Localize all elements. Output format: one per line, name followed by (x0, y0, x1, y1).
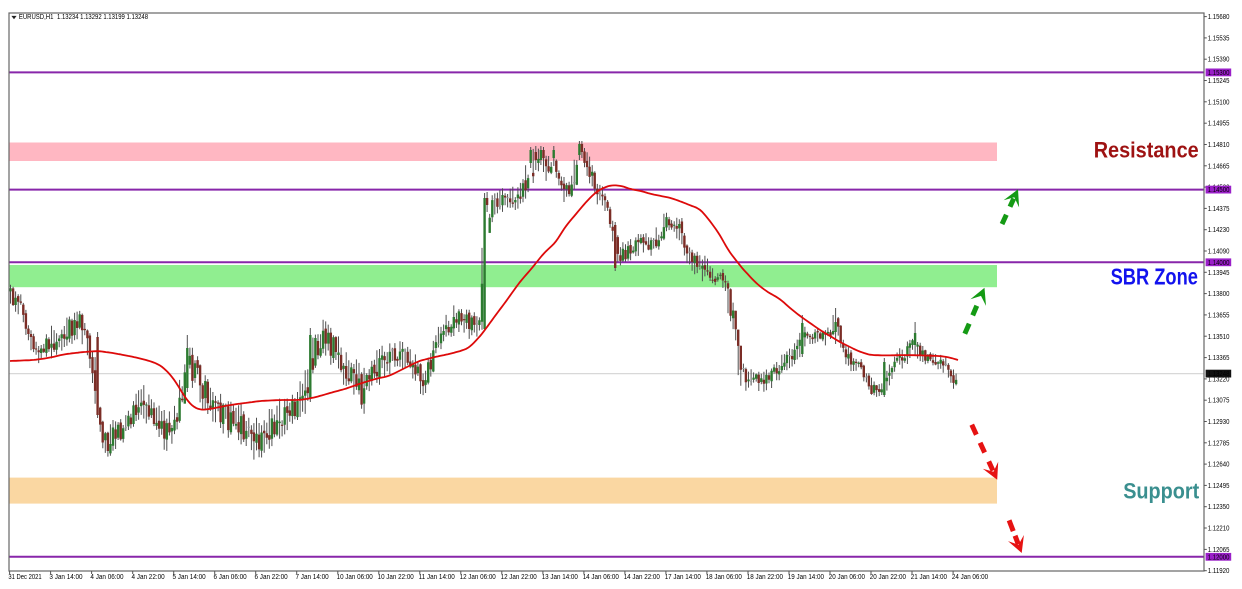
svg-text:1.14955: 1.14955 (1208, 121, 1230, 128)
svg-text:19 Jan 14:00: 19 Jan 14:00 (788, 574, 824, 581)
svg-text:31 Dec 2021: 31 Dec 2021 (8, 574, 41, 581)
svg-text:1.12785: 1.12785 (1208, 440, 1230, 447)
svg-text:14 Jan 22:00: 14 Jan 22:00 (624, 574, 660, 581)
svg-text:21 Jan 14:00: 21 Jan 14:00 (911, 574, 947, 581)
svg-text:1.13510: 1.13510 (1208, 334, 1230, 341)
svg-text:1.13234 1.13292 1.13199 1.1324: 1.13234 1.13292 1.13199 1.13248 (57, 14, 148, 21)
svg-text:13 Jan 14:00: 13 Jan 14:00 (542, 574, 578, 581)
svg-text:1.12495: 1.12495 (1208, 483, 1230, 490)
svg-text:11 Jan 14:00: 11 Jan 14:00 (419, 574, 455, 581)
svg-text:1.14375: 1.14375 (1208, 206, 1230, 213)
svg-text:4 Jan 22:00: 4 Jan 22:00 (132, 574, 165, 581)
svg-text:5 Jan 14:00: 5 Jan 14:00 (173, 574, 206, 581)
svg-text:1.14810: 1.14810 (1208, 142, 1230, 149)
svg-text:1.13248: 1.13248 (1208, 371, 1230, 378)
svg-text:18 Jan 06:00: 18 Jan 06:00 (706, 574, 742, 581)
svg-text:Support: Support (1123, 478, 1199, 503)
svg-text:1.13075: 1.13075 (1208, 398, 1230, 405)
svg-text:6 Jan 22:00: 6 Jan 22:00 (255, 574, 288, 581)
svg-text:1.15680: 1.15680 (1208, 14, 1230, 21)
svg-text:1.13655: 1.13655 (1208, 312, 1230, 319)
svg-text:7 Jan 14:00: 7 Jan 14:00 (296, 574, 329, 581)
svg-text:1.15300: 1.15300 (1208, 70, 1230, 77)
svg-text:14 Jan 06:00: 14 Jan 06:00 (583, 574, 619, 581)
svg-text:4 Jan 06:00: 4 Jan 06:00 (90, 574, 123, 581)
svg-text:1.14000: 1.14000 (1208, 260, 1230, 267)
svg-text:20 Jan 06:00: 20 Jan 06:00 (829, 574, 865, 581)
svg-text:EURUSD,H1: EURUSD,H1 (19, 14, 54, 21)
svg-text:1.12350: 1.12350 (1208, 504, 1230, 511)
svg-text:1.12210: 1.12210 (1208, 526, 1230, 533)
svg-text:1.11920: 1.11920 (1208, 568, 1230, 575)
svg-text:1.14090: 1.14090 (1208, 249, 1230, 256)
svg-text:1.12930: 1.12930 (1208, 419, 1230, 426)
svg-text:6 Jan 06:00: 6 Jan 06:00 (214, 574, 247, 581)
svg-text:20 Jan 22:00: 20 Jan 22:00 (870, 574, 906, 581)
svg-text:10 Jan 06:00: 10 Jan 06:00 (337, 574, 373, 581)
svg-text:17 Jan 14:00: 17 Jan 14:00 (665, 574, 701, 581)
svg-text:1.15390: 1.15390 (1208, 57, 1230, 64)
svg-text:1.13800: 1.13800 (1208, 291, 1230, 298)
svg-text:1.14665: 1.14665 (1208, 163, 1230, 170)
svg-text:18 Jan 22:00: 18 Jan 22:00 (747, 574, 783, 581)
svg-text:Resistance: Resistance (1094, 138, 1199, 163)
svg-text:1.13365: 1.13365 (1208, 355, 1230, 362)
svg-text:1.15535: 1.15535 (1208, 35, 1230, 42)
svg-text:1.15100: 1.15100 (1208, 99, 1230, 106)
svg-text:1.12640: 1.12640 (1208, 462, 1230, 469)
svg-text:12 Jan 06:00: 12 Jan 06:00 (460, 574, 496, 581)
svg-text:24 Jan 06:00: 24 Jan 06:00 (952, 574, 988, 581)
svg-text:12 Jan 22:00: 12 Jan 22:00 (501, 574, 537, 581)
svg-text:1.13945: 1.13945 (1208, 270, 1230, 277)
svg-text:10 Jan 22:00: 10 Jan 22:00 (378, 574, 414, 581)
svg-text:1.12000: 1.12000 (1208, 554, 1230, 561)
svg-text:1.13220: 1.13220 (1208, 376, 1230, 383)
svg-text:1.14500: 1.14500 (1208, 187, 1230, 194)
svg-text:3 Jan 14:00: 3 Jan 14:00 (49, 574, 82, 581)
svg-text:1.12065: 1.12065 (1208, 547, 1230, 554)
svg-text:1.14230: 1.14230 (1208, 227, 1230, 234)
svg-text:1.15245: 1.15245 (1208, 78, 1230, 85)
svg-text:SBR Zone: SBR Zone (1111, 264, 1198, 290)
